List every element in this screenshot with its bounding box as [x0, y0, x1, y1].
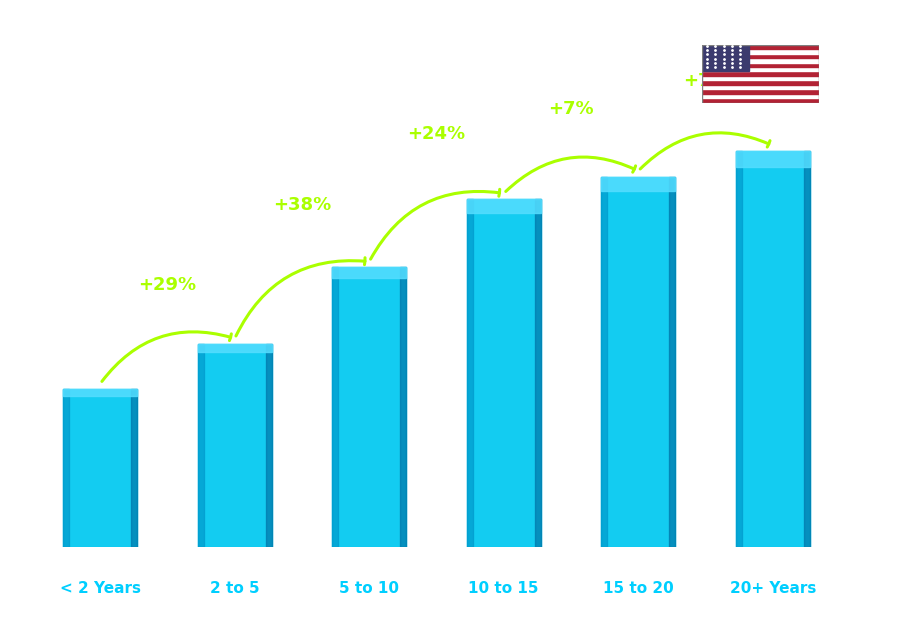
- Bar: [702, 85, 819, 89]
- Bar: [702, 54, 819, 58]
- Text: 2 to 5: 2 to 5: [210, 581, 259, 595]
- Text: salaryexplorer.com: salaryexplorer.com: [377, 607, 523, 622]
- Text: 20+ Years: 20+ Years: [730, 581, 816, 595]
- Text: 5 to 10: 5 to 10: [339, 581, 400, 595]
- Text: +38%: +38%: [273, 196, 331, 214]
- Text: 124,000 USD: 124,000 USD: [465, 176, 543, 189]
- Text: salary: salary: [410, 607, 462, 622]
- Bar: [736, 151, 742, 547]
- Bar: [63, 389, 69, 547]
- Bar: [702, 67, 819, 72]
- Bar: [702, 76, 819, 80]
- Bar: [63, 389, 137, 547]
- Bar: [198, 344, 272, 547]
- Text: 10 to 15: 10 to 15: [469, 581, 539, 595]
- Bar: [601, 176, 675, 192]
- Text: 132,000 USD: 132,000 USD: [599, 154, 677, 167]
- Text: Average Yearly Salary: Average Yearly Salary: [854, 311, 865, 433]
- Bar: [63, 389, 137, 395]
- Bar: [702, 45, 819, 49]
- Text: +29%: +29%: [139, 276, 196, 294]
- Bar: [332, 267, 406, 278]
- Bar: [702, 49, 819, 54]
- Text: +24%: +24%: [408, 125, 465, 143]
- Bar: [467, 199, 541, 547]
- Text: 99,700 USD: 99,700 USD: [335, 244, 404, 257]
- Text: 56,200 USD: 56,200 USD: [66, 367, 135, 379]
- Bar: [400, 267, 406, 547]
- Bar: [702, 45, 749, 72]
- Bar: [467, 199, 541, 213]
- Bar: [804, 151, 810, 547]
- Bar: [702, 80, 819, 85]
- Bar: [702, 94, 819, 98]
- Bar: [736, 151, 810, 167]
- Bar: [736, 151, 810, 547]
- Bar: [198, 344, 272, 352]
- Bar: [601, 176, 608, 547]
- Bar: [535, 199, 541, 547]
- Bar: [670, 176, 675, 547]
- Bar: [702, 63, 819, 67]
- Text: Salary Comparison By Experience: Salary Comparison By Experience: [36, 45, 612, 74]
- Text: +7%: +7%: [548, 99, 594, 117]
- Bar: [702, 98, 819, 103]
- Bar: [702, 89, 819, 94]
- Text: +7%: +7%: [683, 72, 728, 90]
- Bar: [601, 176, 675, 547]
- Bar: [702, 58, 819, 63]
- Bar: [131, 389, 137, 547]
- Bar: [702, 72, 819, 76]
- Bar: [332, 267, 406, 547]
- Text: 72,300 USD: 72,300 USD: [200, 321, 270, 334]
- Bar: [266, 344, 272, 547]
- Text: 141,000 USD: 141,000 USD: [734, 128, 811, 142]
- Bar: [467, 199, 472, 547]
- Text: < 2 Years: < 2 Years: [59, 581, 140, 595]
- Text: Design Strategist: Design Strategist: [36, 93, 204, 112]
- Text: 15 to 20: 15 to 20: [603, 581, 673, 595]
- Bar: [198, 344, 203, 547]
- Bar: [332, 267, 338, 547]
